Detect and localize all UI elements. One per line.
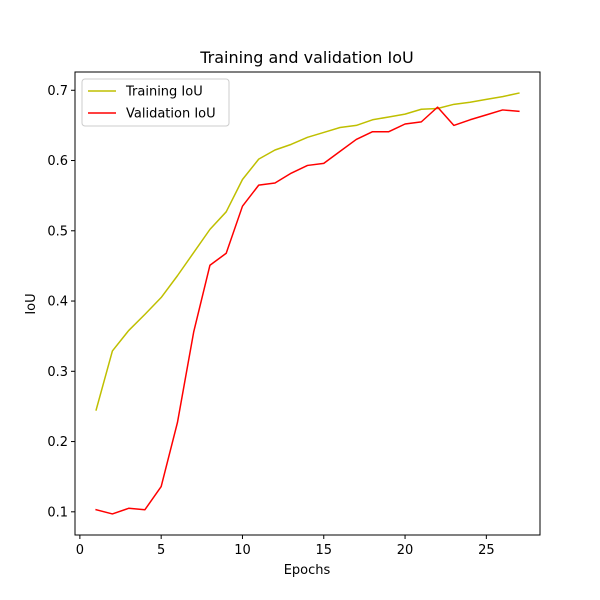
legend-label-training-iou: Training IoU xyxy=(125,85,203,100)
y-tick-label: 0.6 xyxy=(47,154,68,169)
y-tick-label: 0.4 xyxy=(47,295,68,310)
y-tick-label: 0.2 xyxy=(47,435,68,450)
y-tick-label: 0.1 xyxy=(47,505,68,520)
y-axis-label: IoU xyxy=(24,293,39,314)
y-tick-label: 0.3 xyxy=(47,365,68,380)
x-tick-label: 15 xyxy=(315,543,332,558)
x-tick-label: 5 xyxy=(157,543,165,558)
chart-title: Training and validation IoU xyxy=(199,48,413,67)
x-tick-label: 0 xyxy=(76,543,84,558)
y-tick-label: 0.5 xyxy=(47,224,68,239)
plot-frame xyxy=(74,71,541,536)
plot-area: 0 5 10 15 20 25 0.1 0.2 0.3 0.4 0.5 0.6 0.7 xyxy=(47,71,541,558)
y-tick-label: 0.7 xyxy=(47,84,68,99)
x-tick-label: 25 xyxy=(478,543,495,558)
series-line-validation-iou xyxy=(95,106,520,515)
legend: Training IoU Validation IoU xyxy=(81,78,230,127)
series-line-training-iou xyxy=(95,92,520,411)
legend-box xyxy=(81,78,230,127)
x-tick-label: 20 xyxy=(397,543,414,558)
legend-label-validation-iou: Validation IoU xyxy=(126,107,216,122)
x-tick-label: 10 xyxy=(234,543,251,558)
x-axis-label: Epochs xyxy=(284,563,331,578)
